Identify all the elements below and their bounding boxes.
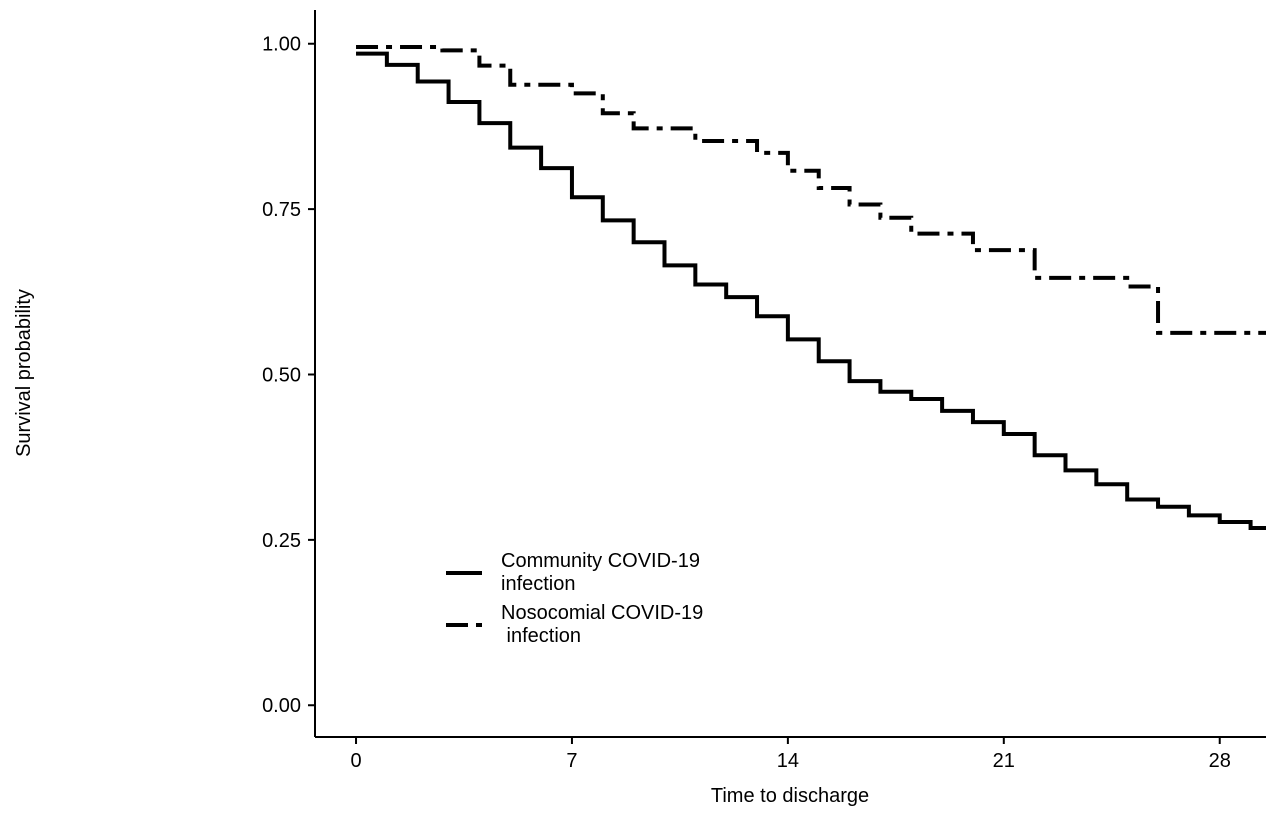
legend-label-line: Nosocomial COVID-19 — [501, 602, 703, 624]
y-tick-label: 0.50 — [262, 364, 301, 386]
x-tick-label: 14 — [777, 750, 799, 772]
y-tick-label: 0.00 — [262, 695, 301, 717]
legend-label-line: infection — [501, 625, 581, 647]
y-tick-label: 1.00 — [262, 34, 301, 56]
y-axis-title: Survival probability — [13, 289, 35, 457]
x-tick-label: 21 — [993, 750, 1015, 772]
legend-label-line: infection — [501, 573, 576, 595]
survival-curve — [356, 45, 1266, 335]
x-tick-label: 0 — [350, 750, 361, 772]
x-tick-label: 28 — [1209, 750, 1231, 772]
legend-label-line: Community COVID-19 — [501, 550, 700, 572]
legend-label: Community COVID-19 infection — [501, 550, 700, 595]
y-tick-label: 0.25 — [262, 530, 301, 552]
x-tick-label: 7 — [566, 750, 577, 772]
x-axis-title: Time to discharge — [711, 785, 869, 807]
y-tick-label: 0.75 — [262, 199, 301, 221]
legend-label: Nosocomial COVID-19 infection — [501, 602, 703, 647]
survival-curve — [356, 51, 1266, 530]
